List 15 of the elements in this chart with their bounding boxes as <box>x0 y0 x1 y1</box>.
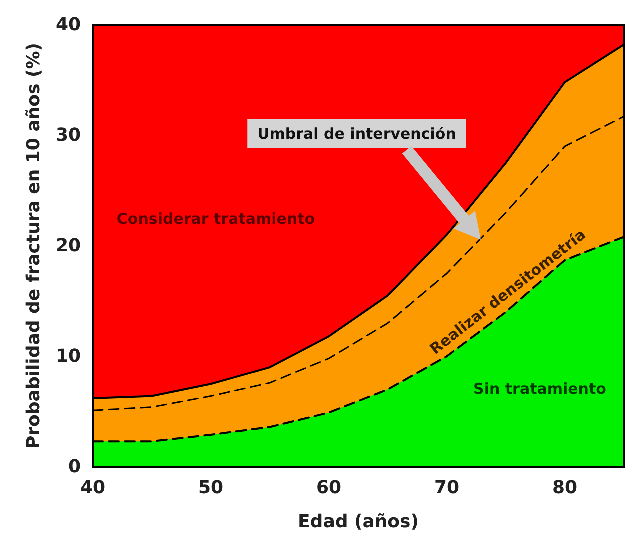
annotation: Sin tratamiento <box>474 380 606 398</box>
y-axis-title: Probabilidad de fractura en 10 años (%) <box>24 42 44 450</box>
x-tick-label: 40 <box>80 478 106 498</box>
y-tick-label: 40 <box>56 14 81 36</box>
x-tick-label: 50 <box>198 478 224 498</box>
annotation: Umbral de intervención <box>258 125 456 143</box>
y-tick-label: 20 <box>56 236 81 256</box>
y-tick-label: 10 <box>56 346 81 367</box>
x-axis-title: Edad (años) <box>298 512 419 532</box>
x-tick-label: 80 <box>552 478 578 498</box>
y-tick-label: 30 <box>56 125 81 146</box>
annotation: Considerar tratamiento <box>116 210 316 228</box>
x-tick-label: 70 <box>434 478 460 498</box>
x-tick-label: 60 <box>316 478 342 498</box>
y-tick-label: 0 <box>68 456 81 478</box>
